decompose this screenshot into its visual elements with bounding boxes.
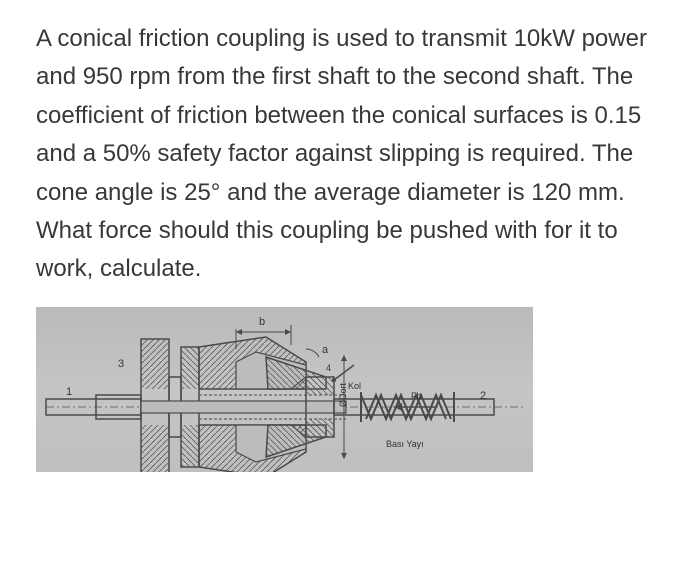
label-3: 3 bbox=[118, 358, 124, 370]
dort-label: ØDort bbox=[338, 382, 348, 407]
label-4: 4 bbox=[326, 363, 331, 373]
dim-b-label: b bbox=[259, 316, 265, 328]
kol-label: Kol bbox=[348, 381, 361, 391]
label-2: 2 bbox=[480, 390, 486, 402]
fb-label: Fb bbox=[411, 391, 422, 401]
basi-label: Bası Yayı bbox=[386, 439, 424, 449]
problem-statement: A conical friction coupling is used to t… bbox=[36, 20, 664, 289]
coupling-diagram: b a 1 2 3 4 Kol Fb Bası Yayı ØDort bbox=[36, 307, 533, 472]
label-1: 1 bbox=[66, 386, 72, 398]
angle-a-label: a bbox=[322, 344, 329, 356]
